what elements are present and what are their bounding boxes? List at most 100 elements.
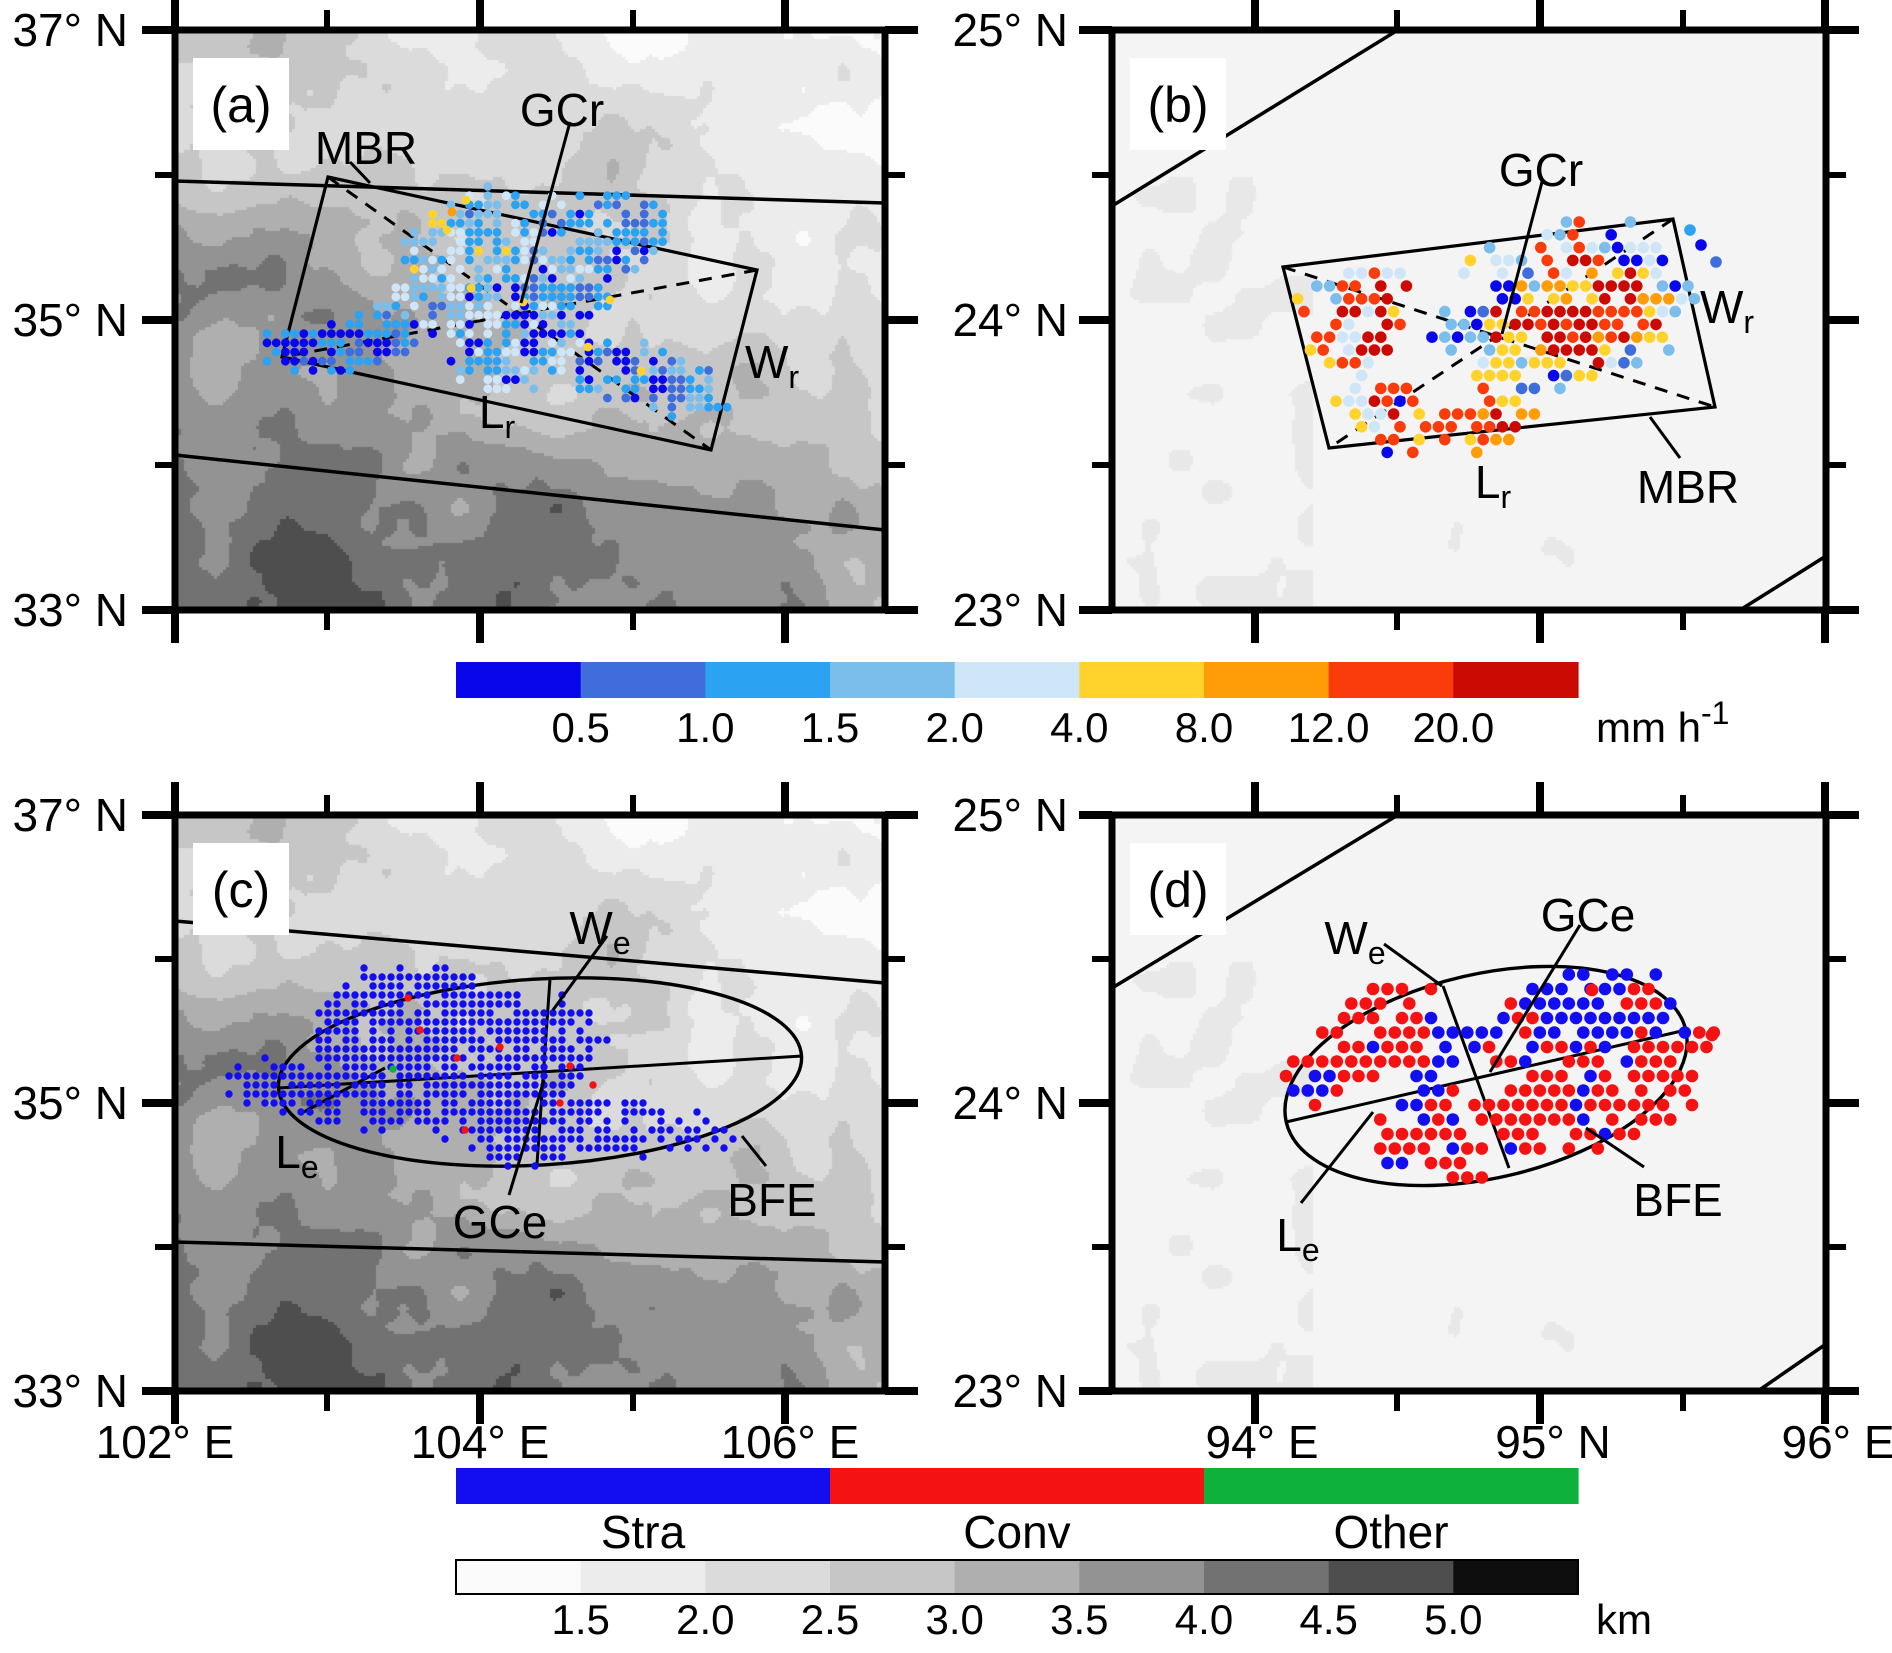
rain-dot — [557, 283, 566, 292]
rain-dot — [612, 228, 621, 237]
rain-dot — [465, 218, 474, 228]
rain-dot — [354, 320, 364, 329]
rain-dot — [585, 1099, 593, 1107]
rain-dot — [396, 1090, 404, 1098]
rain-dot — [529, 366, 539, 375]
rain-dot — [547, 209, 557, 219]
rain-dot — [1656, 331, 1669, 344]
rain-dot — [549, 1090, 557, 1098]
rain-dot — [593, 347, 603, 357]
rain-dot — [459, 982, 467, 990]
rain-dot — [465, 329, 474, 338]
rain-dot — [1642, 1069, 1655, 1083]
rain-dot — [486, 1027, 494, 1035]
rain-dot — [492, 366, 502, 375]
rain-dot — [1579, 331, 1592, 344]
rain-dot — [252, 1072, 260, 1080]
rain-dot — [465, 237, 474, 247]
rain-dot — [306, 1099, 314, 1107]
rain-dot — [1560, 241, 1573, 254]
rain-dot — [704, 393, 713, 403]
rain-dot — [1675, 293, 1688, 305]
rain-dot — [1375, 305, 1387, 318]
rain-dot — [1519, 1142, 1532, 1155]
rain-dot — [387, 1027, 395, 1035]
rain-dot — [584, 255, 594, 265]
rain-dot — [1631, 357, 1643, 369]
rain-dot — [1490, 1113, 1503, 1126]
axis-tick-label: 102° E — [96, 1416, 235, 1468]
rain-dot — [324, 1108, 332, 1116]
rain-dot — [1375, 331, 1387, 344]
rain-dot — [423, 1090, 431, 1098]
rain-dot — [1424, 1127, 1438, 1141]
rain-dot — [1586, 318, 1598, 331]
rain-dot — [405, 1045, 413, 1053]
rain-dot — [1482, 1098, 1496, 1112]
rain-dot — [342, 1027, 350, 1035]
rain-dot — [720, 1144, 728, 1152]
rain-dot — [342, 1045, 350, 1053]
rain-dot — [612, 246, 621, 256]
rain-dot — [324, 1054, 332, 1062]
rain-dot — [538, 283, 548, 292]
rain-dot — [1426, 331, 1438, 344]
rain-dot — [547, 356, 557, 366]
rain-dot — [495, 991, 503, 999]
rain-dot — [459, 991, 467, 999]
rain-dot — [1627, 1069, 1641, 1083]
colorbar-segment — [1328, 1560, 1454, 1594]
rain-dot — [373, 301, 382, 311]
rain-dot — [441, 1063, 449, 1071]
rain-dot — [540, 1009, 548, 1017]
rain-dot — [423, 1036, 431, 1044]
rain-dot — [1577, 1026, 1590, 1039]
rain-dot — [419, 264, 428, 274]
rain-dot — [584, 218, 594, 228]
rain-dot — [1374, 1055, 1387, 1068]
rain-dot — [423, 1045, 431, 1053]
rain-dot — [501, 310, 511, 320]
rain-dot — [492, 255, 502, 265]
rain-dot — [1381, 293, 1393, 305]
rain-dot — [455, 283, 465, 292]
rain-dot — [612, 1144, 620, 1152]
rain-dot — [657, 1117, 665, 1125]
rain-dot — [513, 1009, 521, 1017]
rain-dot — [369, 1090, 377, 1098]
rain-dot — [1573, 241, 1585, 254]
rain-dot — [1504, 1142, 1518, 1155]
rain-dot — [1554, 382, 1566, 395]
rain-dot — [504, 1090, 512, 1098]
rain-dot — [336, 329, 345, 338]
rain-dot — [1477, 382, 1489, 395]
rain-dot — [459, 1117, 467, 1125]
rain-dot — [529, 347, 539, 357]
rain-dot — [396, 1072, 404, 1080]
rain-dot — [511, 292, 520, 302]
rain-dot — [520, 366, 529, 375]
colorbar-tick-label: 3.5 — [1050, 1596, 1108, 1643]
rain-dot — [1547, 267, 1560, 280]
rain-dot — [432, 1036, 440, 1044]
panel-letter: (d) — [1147, 862, 1208, 918]
rain-dot — [391, 283, 401, 292]
rain-dot — [1345, 1055, 1358, 1068]
colorbar-tick-label: 1.0 — [676, 704, 734, 751]
rain-dot — [1528, 280, 1541, 292]
rain-dot — [378, 982, 386, 990]
rain-dot — [455, 264, 465, 274]
rain-dot — [419, 283, 428, 292]
rain-dot — [566, 274, 575, 283]
rain-dot — [271, 338, 281, 348]
rain-dot — [549, 1054, 557, 1062]
rain-dot — [262, 329, 272, 338]
rain-dot — [1394, 395, 1406, 408]
rain-dot — [437, 283, 447, 292]
rain-dot — [621, 1117, 629, 1125]
rain-dot — [1663, 344, 1675, 356]
rain-dot — [594, 1036, 602, 1044]
rain-dot — [1388, 1026, 1402, 1039]
rain-dot — [1700, 1040, 1713, 1054]
rain-dot — [1368, 344, 1381, 356]
